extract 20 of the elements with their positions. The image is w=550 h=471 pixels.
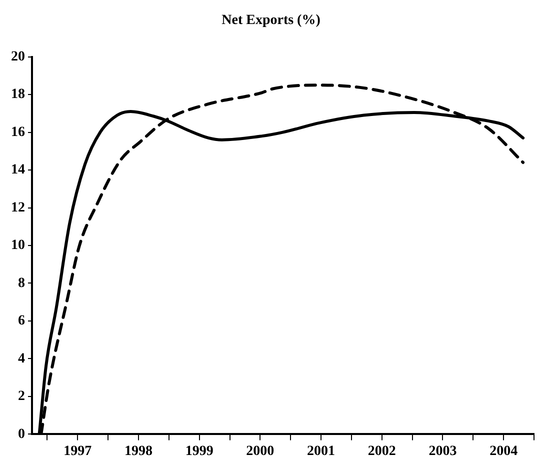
x-tick-label: 1998 (124, 444, 152, 460)
x-tick-label: 2001 (307, 444, 336, 460)
x-tick-label: 2003 (428, 444, 457, 460)
chart-title: Net Exports (%) (222, 13, 321, 28)
y-tick-label: 12 (11, 200, 25, 216)
y-tick-label: 16 (11, 124, 25, 140)
y-tick-label: 6 (18, 314, 25, 329)
y-tick-label: 4 (18, 351, 25, 366)
y-tick-label: 14 (11, 162, 25, 178)
y-tick-label: 18 (11, 87, 25, 102)
y-tick-label: 10 (11, 238, 25, 254)
y-tick-label: 8 (18, 276, 25, 291)
x-tick-label: 1997 (64, 444, 92, 460)
x-tick-label: 2002 (368, 444, 396, 460)
x-tick-label: 2004 (490, 444, 518, 460)
x-tick-label: 2000 (246, 444, 274, 460)
x-tick-label: 1999 (185, 444, 214, 460)
y-tick-label: 20 (11, 49, 25, 64)
y-tick-label: 2 (18, 389, 25, 404)
y-tick-label: 0 (18, 426, 25, 442)
